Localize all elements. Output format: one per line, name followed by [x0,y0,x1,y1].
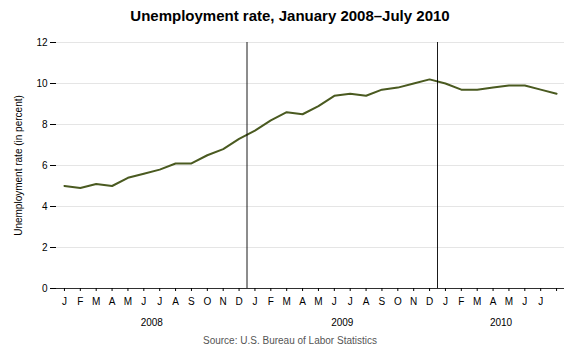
svg-text:12: 12 [36,37,48,48]
svg-text:M: M [314,296,322,307]
svg-text:A: A [490,296,497,307]
svg-text:M: M [473,296,481,307]
svg-text:J: J [332,296,337,307]
svg-text:J: J [157,296,162,307]
svg-text:J: J [141,296,146,307]
svg-text:N: N [220,296,227,307]
svg-text:2009: 2009 [331,317,354,328]
svg-text:Unemployment rate (in percent): Unemployment rate (in percent) [13,95,24,236]
svg-text:A: A [109,296,116,307]
svg-text:4: 4 [42,201,48,212]
svg-text:O: O [203,296,211,307]
html-text:Source: U.S. Bureau of Labor S: Source: U.S. Bureau of Labor Statistics [203,335,377,346]
svg-text:10: 10 [36,78,48,89]
svg-text:0: 0 [42,283,48,294]
svg-text:2: 2 [42,242,48,253]
svg-text:2008: 2008 [141,317,164,328]
svg-text:F: F [458,296,464,307]
svg-text:D: D [235,296,242,307]
svg-text:S: S [188,296,195,307]
svg-text:M: M [505,296,513,307]
svg-text:M: M [92,296,100,307]
svg-text:F: F [268,296,274,307]
svg-text:J: J [62,296,67,307]
svg-text:J: J [348,296,353,307]
svg-text:A: A [363,296,370,307]
svg-text:A: A [172,296,179,307]
svg-text:M: M [283,296,291,307]
svg-text:2010: 2010 [490,317,513,328]
svg-text:J: J [443,296,448,307]
svg-text:D: D [426,296,433,307]
svg-text:F: F [77,296,83,307]
svg-text:J: J [252,296,257,307]
html-text:Unemployment rate, January 200: Unemployment rate, January 2008–July 201… [130,7,450,24]
svg-text:8: 8 [42,119,48,130]
svg-text:A: A [299,296,306,307]
svg-text:O: O [394,296,402,307]
svg-text:N: N [410,296,417,307]
svg-text:J: J [522,296,527,307]
svg-text:S: S [379,296,386,307]
svg-text:6: 6 [42,160,48,171]
svg-text:M: M [124,296,132,307]
svg-text:J: J [538,296,543,307]
